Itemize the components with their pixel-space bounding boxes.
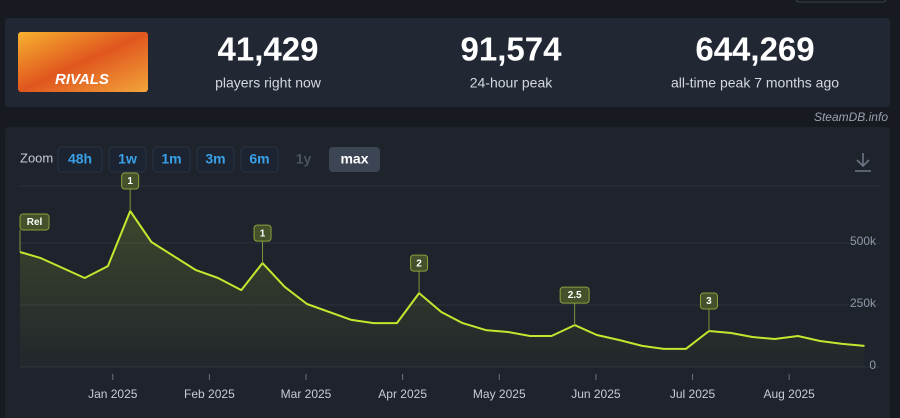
zoom-button[interactable] <box>329 147 380 172</box>
stat-value: 644,269 <box>695 31 814 68</box>
zoom-button[interactable] <box>108 146 147 173</box>
annotation-text[interactable]: 1 <box>260 228 266 239</box>
top-button[interactable] <box>795 0 887 3</box>
annotation-text[interactable]: Rel <box>27 217 43 228</box>
annotation-flag[interactable] <box>410 254 429 272</box>
zoom-button[interactable] <box>57 146 103 173</box>
y-tick-label: 250k <box>850 296 877 310</box>
zoom-option[interactable]: 1m <box>161 151 181 167</box>
annotation-flag[interactable] <box>19 213 50 231</box>
download-icon[interactable] <box>855 153 871 172</box>
stat-label: players right now <box>215 75 322 91</box>
annotation-flag[interactable] <box>559 286 590 304</box>
line <box>19 210 865 350</box>
annotation-text[interactable]: 3 <box>706 296 712 307</box>
annotation-text[interactable]: 2.5 <box>568 290 582 301</box>
stat-label: all-time peak 7 months ago <box>671 75 839 91</box>
zoom-option[interactable]: 1w <box>118 151 137 167</box>
x-tick-label: Jul 2025 <box>670 387 716 401</box>
stats-panel <box>5 18 890 107</box>
x-tick-label: Feb 2025 <box>184 387 235 401</box>
x-tick-label: Jan 2025 <box>88 387 138 401</box>
download-glyph[interactable] <box>855 153 871 172</box>
zoom-option[interactable]: 3m <box>205 151 225 167</box>
y-tick-label: 500k <box>850 234 877 248</box>
watermark[interactable]: SteamDB.info <box>814 110 888 124</box>
stat-value: 91,574 <box>461 31 563 68</box>
zoom-button[interactable] <box>196 146 235 173</box>
zoom-label: Zoom <box>20 150 53 165</box>
logo: RIVALS <box>55 71 109 88</box>
y-tick-label: 0 <box>869 358 876 372</box>
zoom-option[interactable]: max <box>340 151 368 167</box>
annotation-flag[interactable] <box>699 292 718 310</box>
game-image[interactable] <box>18 32 148 92</box>
annotation-text[interactable]: 1 <box>127 176 133 187</box>
annotation-flag[interactable] <box>121 172 140 190</box>
zoom-button[interactable] <box>240 146 279 173</box>
annotation-text[interactable]: 2 <box>416 258 422 269</box>
x-tick-label: Mar 2025 <box>281 387 332 401</box>
zoom-option: 1y <box>296 151 312 167</box>
x-tick-label: Apr 2025 <box>378 387 427 401</box>
annotation-flag[interactable] <box>253 224 272 242</box>
area <box>20 211 865 367</box>
zoom-option[interactable]: 6m <box>249 151 269 167</box>
stat-label: 24-hour peak <box>470 75 554 91</box>
x-tick-label: May 2025 <box>473 387 526 401</box>
zoom-button[interactable] <box>152 146 191 173</box>
x-tick-label: Jun 2025 <box>571 387 621 401</box>
zoom-option[interactable]: 48h <box>68 151 92 167</box>
stat-value: 41,429 <box>218 31 319 68</box>
x-tick-label: Aug 2025 <box>763 387 815 401</box>
